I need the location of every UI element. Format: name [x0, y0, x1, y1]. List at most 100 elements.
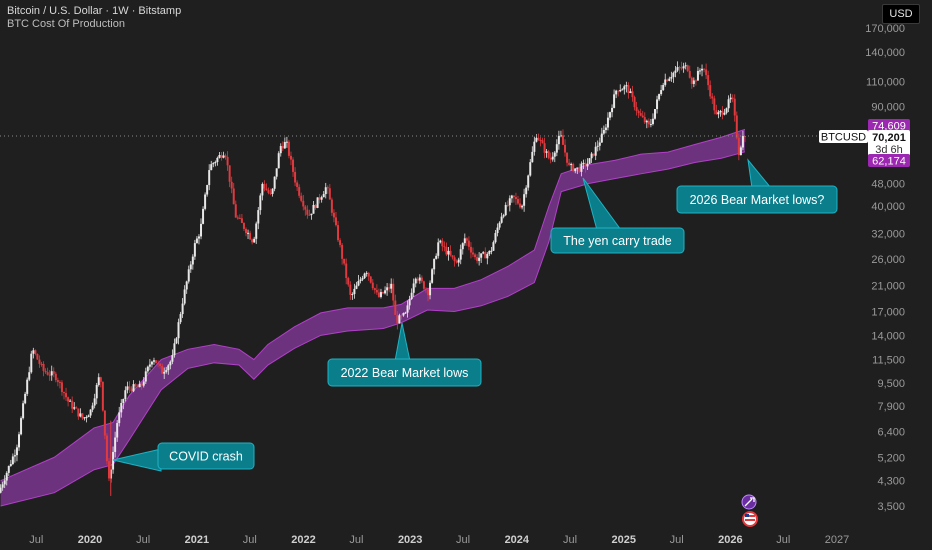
candle: [330, 197, 333, 216]
x-tick-label: Jul: [776, 534, 790, 546]
candle: [709, 80, 712, 99]
candle: [298, 184, 301, 199]
candle: [698, 68, 701, 75]
candle: [9, 459, 12, 467]
candle: [406, 300, 409, 318]
candles: [0, 61, 746, 496]
candle: [566, 152, 569, 167]
us-flag-icon[interactable]: [742, 511, 758, 527]
candle: [208, 164, 211, 191]
candle: [13, 449, 16, 463]
y-tick-label: 140,000: [865, 47, 905, 59]
candle: [478, 252, 481, 266]
svg-text:62,174: 62,174: [872, 156, 906, 168]
candle: [44, 368, 47, 374]
candle: [480, 253, 483, 263]
symbol-badge[interactable]: BTCUSD: [819, 130, 868, 144]
candle: [130, 386, 133, 395]
x-tick-label: 2026: [718, 534, 742, 546]
candle: [580, 161, 583, 177]
candle: [302, 194, 305, 211]
candle: [551, 152, 554, 162]
candle: [228, 165, 231, 188]
indicator-label[interactable]: BTC Cost Of Production: [7, 18, 125, 30]
y-tick-label: 32,000: [871, 229, 905, 241]
candle: [69, 399, 72, 402]
candle: [251, 238, 254, 245]
candle: [339, 238, 342, 248]
candle: [592, 153, 595, 157]
candle: [5, 471, 8, 486]
candle: [232, 182, 235, 205]
y-tick-label: 48,000: [871, 179, 905, 191]
y-tick-label: 7,900: [877, 401, 905, 413]
annotation-2022-bear-market-lows[interactable]: 2022 Bear Market lows: [327, 322, 482, 387]
candle: [705, 63, 708, 80]
candle: [38, 355, 41, 368]
candle: [455, 259, 458, 264]
candle: [206, 184, 209, 197]
candle: [240, 214, 243, 224]
candle: [564, 139, 567, 157]
candle: [717, 110, 720, 119]
candle: [660, 84, 663, 96]
candle: [124, 386, 127, 402]
candle: [1, 481, 4, 491]
annotation-yen-carry-trade[interactable]: The yen carry trade: [550, 177, 685, 254]
y-tick-label: 170,000: [865, 23, 905, 35]
candle: [375, 284, 378, 295]
annotation-box: [157, 442, 255, 470]
candle: [114, 431, 117, 458]
candle: [382, 291, 385, 295]
y-tick-label: 14,000: [871, 330, 905, 342]
candle: [635, 101, 638, 116]
candle: [85, 415, 88, 423]
candle: [437, 238, 440, 259]
candle: [590, 152, 593, 163]
candle: [674, 65, 677, 78]
candle: [56, 377, 59, 387]
y-tick-label: 26,000: [871, 254, 905, 266]
candle: [621, 88, 624, 91]
x-tick-label: Jul: [136, 534, 150, 546]
candle: [688, 65, 691, 79]
candle: [334, 212, 337, 227]
candle: [3, 475, 6, 489]
x-tick-label: 2025: [611, 534, 635, 546]
candle: [431, 267, 434, 284]
candle: [32, 347, 35, 359]
candle: [694, 79, 697, 86]
rocket-icon[interactable]: [741, 494, 757, 510]
lower-band-badge: 62,174: [868, 154, 910, 168]
x-tick-label: 2027: [825, 534, 849, 546]
annotation-2026-bear-market-lows[interactable]: 2026 Bear Market lows?: [676, 158, 838, 214]
time-axis: Jul 2020 Jul 2021 Jul 2022 Jul 2023 Jul 2024 Jul 20…: [29, 534, 849, 546]
candle: [535, 134, 538, 143]
annotation-pointer: [747, 158, 773, 189]
candle: [52, 367, 55, 378]
x-tick-label: Jul: [29, 534, 43, 546]
candle: [703, 68, 706, 73]
candle: [351, 292, 354, 300]
candle: [175, 336, 178, 345]
x-tick-label: Jul: [563, 534, 577, 546]
candle: [666, 78, 669, 82]
candle: [242, 222, 245, 231]
candle: [226, 151, 229, 171]
candle: [349, 281, 352, 300]
candle: [159, 363, 162, 369]
candle: [441, 238, 444, 252]
candle: [547, 149, 550, 160]
candle: [531, 146, 534, 163]
candle: [639, 108, 642, 117]
candle: [261, 182, 264, 201]
y-tick-label: 9,500: [877, 378, 905, 390]
currency-button[interactable]: USD: [882, 4, 920, 24]
candle: [355, 281, 358, 290]
candle: [582, 159, 585, 169]
candle: [238, 214, 241, 220]
candle: [508, 195, 511, 212]
annotation-covid-crash[interactable]: COVID crash: [112, 442, 255, 472]
candle: [220, 152, 223, 161]
